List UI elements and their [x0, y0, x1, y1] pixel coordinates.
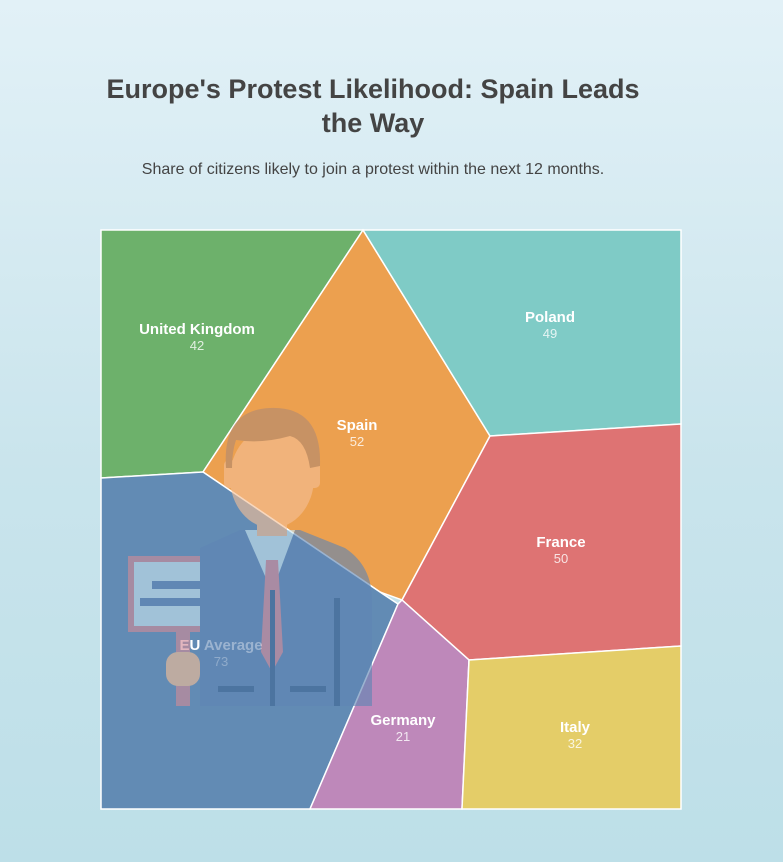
cell-value-france: 50	[554, 551, 568, 566]
cell-label-poland: Poland	[525, 309, 575, 326]
protester-with-sign-icon	[128, 407, 372, 706]
cell-value-united-kingdom: 42	[190, 338, 204, 353]
cell-label-germany: Germany	[370, 712, 436, 729]
cell-label-italy: Italy	[560, 719, 591, 736]
cell-value-poland: 49	[543, 326, 557, 341]
cell-value-spain: 52	[350, 434, 364, 449]
cell-label-france: France	[536, 534, 585, 551]
cell-value-italy: 32	[568, 736, 582, 751]
cell-label-spain: Spain	[337, 417, 378, 434]
cell-italy	[461, 645, 682, 810]
cell-label-united-kingdom: United Kingdom	[139, 321, 255, 338]
chart-subtitle: Share of citizens likely to join a prote…	[141, 161, 605, 178]
cell-value-germany: 21	[396, 729, 410, 744]
chart-title: Europe's Protest Likelihood: Spain Leads…	[106, 74, 640, 138]
chart-cells: United Kingdom42Spain52Poland49France50E…	[100, 228, 682, 810]
